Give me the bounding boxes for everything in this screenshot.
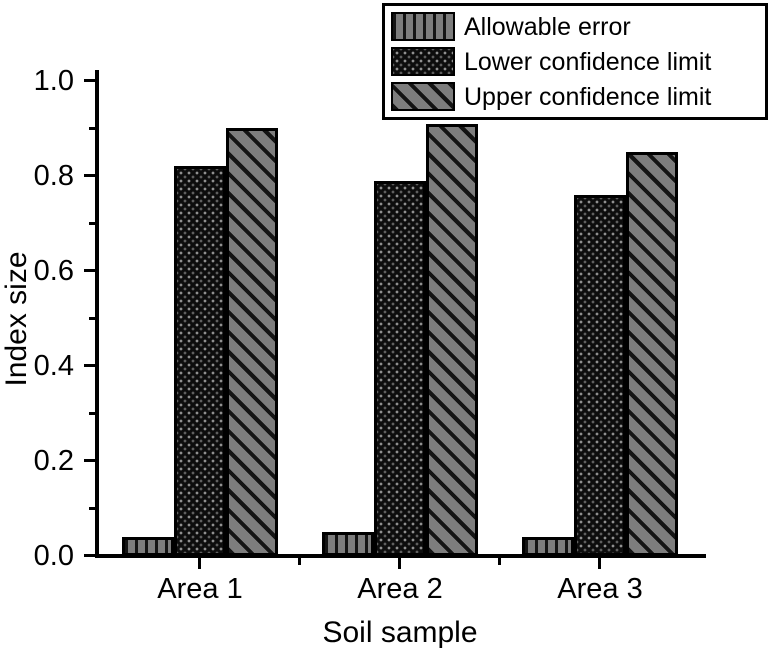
x-axis-category-label: Area 3 [557, 573, 643, 605]
x-axis-tick [398, 558, 401, 569]
legend-row: Allowable error [391, 9, 759, 44]
x-axis-category-label: Area 1 [157, 573, 243, 605]
y-axis-tick-label: 0.8 [33, 160, 74, 192]
y-axis-minor-tick [89, 411, 95, 415]
y-axis-major-tick [84, 269, 95, 272]
x-axis-tick [198, 558, 201, 569]
x-axis-category-label: Area 2 [357, 573, 443, 605]
y-axis-minor-tick [89, 126, 95, 130]
bar-upper-confidence-limit-area-3 [626, 152, 678, 556]
legend-label: Lower confidence limit [464, 47, 712, 76]
bar-allowable-error-area-2 [322, 532, 374, 556]
x-axis-minor-tick [498, 558, 501, 565]
x-axis-title: Soil sample [322, 616, 478, 649]
x-axis-tick [598, 558, 601, 569]
y-axis-tick-label: 0.2 [33, 445, 74, 477]
legend-row: Lower confidence limit [391, 44, 759, 79]
legend-label: Upper confidence limit [464, 82, 712, 111]
y-axis-minor-tick [89, 316, 95, 320]
legend-swatch-allowable-error [391, 12, 455, 41]
y-axis-tick-label: 0.6 [33, 255, 74, 287]
legend-label: Allowable error [464, 12, 631, 41]
bar-lower-confidence-limit-area-2 [374, 181, 426, 556]
y-axis-major-tick [84, 79, 95, 82]
y-axis-minor-tick [89, 506, 95, 510]
bar-allowable-error-area-3 [522, 537, 574, 556]
x-axis-minor-tick [298, 558, 301, 565]
y-axis-tick-label: 0.0 [33, 540, 74, 572]
y-axis-major-tick [84, 174, 95, 177]
bar-allowable-error-area-1 [122, 537, 174, 556]
plot-axes [95, 70, 706, 558]
legend-swatch-lower-confidence-limit [391, 47, 455, 76]
legend-row: Upper confidence limit [391, 79, 759, 114]
bar-upper-confidence-limit-area-1 [226, 128, 278, 556]
bar-upper-confidence-limit-area-2 [426, 124, 478, 556]
y-axis-major-tick [84, 364, 95, 367]
y-axis-tick-label: 0.4 [33, 350, 74, 382]
y-axis-major-tick [84, 554, 95, 557]
y-axis-major-tick [84, 459, 95, 462]
y-axis-tick-label: 1.0 [33, 65, 74, 97]
y-axis-minor-tick [89, 221, 95, 225]
bar-lower-confidence-limit-area-1 [174, 166, 226, 556]
bar-lower-confidence-limit-area-3 [574, 195, 626, 556]
legend: Allowable error Lower confidence limit U… [382, 3, 768, 120]
legend-swatch-upper-confidence-limit [391, 82, 455, 111]
